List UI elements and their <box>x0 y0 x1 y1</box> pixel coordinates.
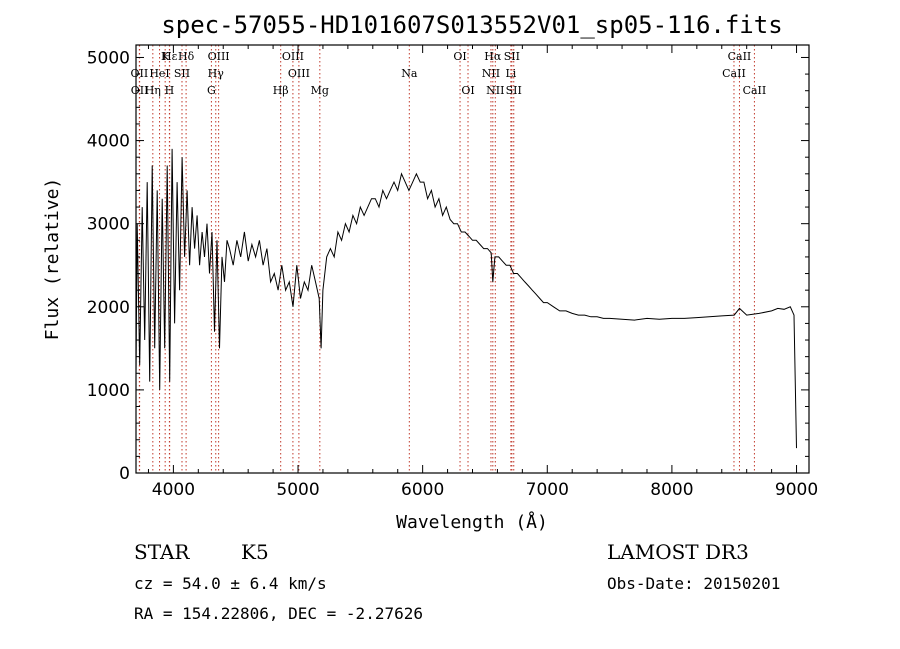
y-tick-label: 2000 <box>87 298 130 318</box>
spectral-line-label: CaII <box>728 50 752 63</box>
spectral-line-markers <box>138 45 755 473</box>
y-tick-label: 0 <box>119 464 130 484</box>
object-class: STAR <box>134 540 190 564</box>
x-tick-label: 8000 <box>650 480 693 500</box>
sky-coordinates: RA = 154.22806, DEC = -2.27626 <box>134 604 423 623</box>
x-tick-label: 4000 <box>152 480 195 500</box>
spectral-line-label: Hγ <box>208 67 225 80</box>
spectral-line-label: Hη <box>145 84 161 97</box>
y-axis: 0 1000 2000 3000 4000 5000 <box>87 48 809 484</box>
spectral-line-label: OI <box>453 50 466 63</box>
spectral-line-label: Hδ <box>178 50 195 63</box>
x-tick-label: 5000 <box>276 480 319 500</box>
x-axis: 4000 5000 6000 7000 8000 9000 <box>147 45 818 500</box>
y-tick-label: 3000 <box>87 215 130 235</box>
spectral-line-label: HeI <box>149 67 169 80</box>
spectral-line-label: K <box>161 50 170 63</box>
y-tick-label: 1000 <box>87 381 130 401</box>
spectral-line-label: SII <box>504 50 520 63</box>
y-axis-label: Flux (relative) <box>42 178 63 341</box>
spectral-line-label: OIII <box>282 50 304 63</box>
x-tick-label: 9000 <box>775 480 818 500</box>
chart-title: spec-57055-HD101607S013552V01_sp05-116.f… <box>161 11 782 39</box>
spectral-line-label: SII <box>506 84 522 97</box>
spectral-line-label: OI <box>461 84 474 97</box>
spectral-line-label: Hε <box>162 50 178 63</box>
spectral-line-label: CaII <box>743 84 767 97</box>
y-tick-label: 4000 <box>87 132 130 152</box>
object-subclass: K5 <box>241 540 269 564</box>
spectral-line-label: Hβ <box>273 84 289 97</box>
spectral-line-label: Mg <box>311 84 329 97</box>
spectrum-series <box>135 148 797 449</box>
spectral-line-label: OIII <box>288 67 310 80</box>
observation-date: Obs-Date: 20150201 <box>607 574 781 593</box>
spectral-line-label: Na <box>401 67 418 80</box>
plot-frame <box>135 44 810 474</box>
spectral-line-label: Hα <box>484 50 502 63</box>
spectral-line-label: OII <box>131 67 149 80</box>
spectral-line-label: G <box>207 84 216 97</box>
spectral-line-label: SII <box>174 67 190 80</box>
spectrum-line <box>135 148 797 449</box>
spectral-line-label: OIII <box>208 50 230 63</box>
x-tick-label: 6000 <box>401 480 444 500</box>
x-axis-label: Wavelength (Å) <box>396 511 548 533</box>
spectral-line-label: NII <box>486 84 504 97</box>
spectral-line-label: Li <box>505 67 516 80</box>
spectral-line-label: NII <box>482 67 500 80</box>
survey-name: LAMOST DR3 <box>607 540 749 564</box>
y-tick-label: 5000 <box>87 48 130 68</box>
redshift-cz: cz = 54.0 ± 6.4 km/s <box>134 574 327 593</box>
x-tick-label: 7000 <box>526 480 569 500</box>
spectral-line-label: CaII <box>722 67 746 80</box>
spectral-line-label: H <box>165 84 175 97</box>
